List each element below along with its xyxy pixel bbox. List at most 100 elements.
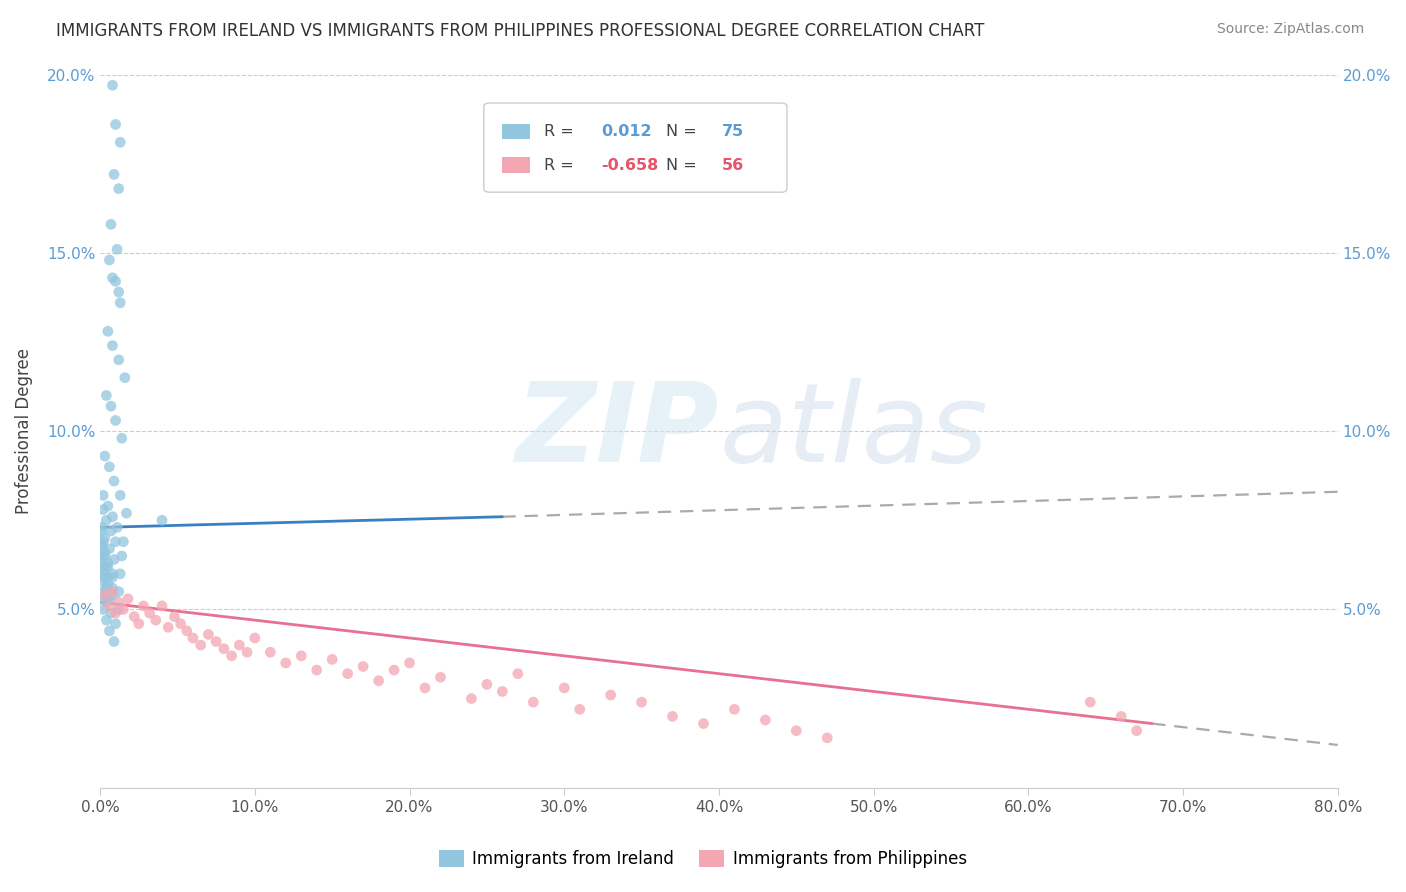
Point: [101, 338, 124, 352]
Point: [90, 538, 112, 552]
Point: [101, 566, 124, 581]
Point: [103, 167, 125, 181]
Point: [101, 588, 124, 602]
Point: [90, 524, 112, 538]
Point: [96, 581, 118, 595]
Point: [112, 602, 135, 616]
Point: [132, 599, 155, 613]
Point: [107, 602, 129, 616]
Point: [157, 620, 180, 634]
Point: [90, 556, 112, 570]
Point: [568, 702, 591, 716]
Point: [190, 638, 212, 652]
Text: 0.012: 0.012: [602, 124, 652, 139]
Point: [661, 709, 683, 723]
Point: [90, 520, 112, 534]
Point: [91, 570, 114, 584]
Point: [91, 534, 114, 549]
Point: [460, 691, 482, 706]
Point: [97, 559, 120, 574]
FancyBboxPatch shape: [502, 157, 530, 173]
Point: [90, 591, 112, 606]
Legend: Immigrants from Ireland, Immigrants from Philippines: Immigrants from Ireland, Immigrants from…: [433, 843, 973, 875]
Point: [274, 656, 297, 670]
Point: [104, 606, 127, 620]
Point: [336, 666, 359, 681]
Point: [1078, 695, 1101, 709]
Point: [163, 609, 186, 624]
Point: [110, 136, 132, 150]
Point: [91, 584, 114, 599]
Point: [150, 513, 173, 527]
Point: [128, 616, 150, 631]
Point: [491, 684, 513, 698]
Point: [290, 648, 312, 663]
Point: [100, 217, 122, 231]
Point: [101, 584, 124, 599]
Point: [110, 295, 132, 310]
Point: [413, 681, 436, 695]
Point: [111, 431, 134, 445]
Point: [104, 274, 127, 288]
Point: [107, 352, 129, 367]
Point: [205, 634, 228, 648]
Text: ZIP: ZIP: [516, 377, 718, 484]
Text: R =: R =: [544, 158, 579, 172]
Point: [105, 520, 128, 534]
Point: [101, 581, 124, 595]
Point: [110, 488, 132, 502]
Point: [785, 723, 807, 738]
Point: [1109, 709, 1132, 723]
Point: [117, 591, 139, 606]
Point: [90, 574, 112, 588]
Point: [176, 624, 198, 638]
Point: [96, 613, 118, 627]
Point: [398, 656, 420, 670]
Point: [197, 627, 219, 641]
Point: [101, 78, 124, 93]
Point: [111, 549, 134, 563]
Point: [115, 506, 138, 520]
Point: [90, 538, 112, 552]
Point: [104, 616, 127, 631]
Point: [259, 645, 281, 659]
Point: [98, 591, 121, 606]
Point: [169, 616, 191, 631]
Point: [599, 688, 621, 702]
Point: [94, 545, 117, 559]
Point: [321, 652, 343, 666]
Text: R =: R =: [544, 124, 579, 139]
Point: [181, 631, 204, 645]
Point: [103, 634, 125, 648]
Point: [236, 645, 259, 659]
Point: [367, 673, 389, 688]
Point: [94, 588, 117, 602]
Point: [90, 559, 112, 574]
Text: atlas: atlas: [718, 377, 987, 484]
Point: [104, 534, 127, 549]
Point: [107, 285, 129, 299]
Point: [382, 663, 405, 677]
Point: [98, 541, 121, 556]
Point: [243, 631, 266, 645]
Point: [91, 602, 114, 616]
Point: [100, 606, 122, 620]
Point: [94, 531, 117, 545]
Point: [94, 449, 117, 463]
Point: [100, 524, 122, 538]
Point: [815, 731, 838, 745]
Point: [630, 695, 652, 709]
Text: 75: 75: [721, 124, 744, 139]
Point: [104, 118, 127, 132]
Point: [228, 638, 250, 652]
Point: [212, 641, 235, 656]
Point: [91, 502, 114, 516]
Point: [107, 181, 129, 195]
Point: [98, 624, 121, 638]
Point: [97, 324, 120, 338]
Text: N =: N =: [665, 124, 702, 139]
Point: [107, 595, 129, 609]
Point: [103, 474, 125, 488]
Point: [1125, 723, 1147, 738]
Point: [101, 570, 124, 584]
